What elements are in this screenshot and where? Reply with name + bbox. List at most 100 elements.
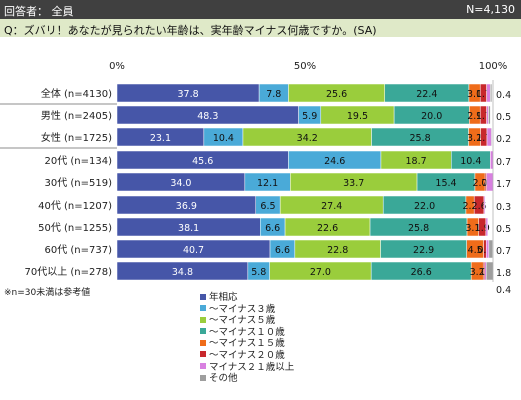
data-label: 5.8 bbox=[251, 267, 266, 278]
data-label: 40.7 bbox=[183, 245, 204, 256]
end-label: 1.8 bbox=[496, 268, 511, 279]
legend-label: マイナス２１歳以上 bbox=[209, 361, 295, 373]
data-label: 20.0 bbox=[421, 111, 442, 122]
data-label: 19.5 bbox=[347, 111, 368, 122]
category-label: 50代 (n=1255) bbox=[38, 222, 112, 234]
legend-item: ～マイナス５歳 bbox=[200, 315, 294, 327]
legend-label: ～マイナス５歳 bbox=[209, 315, 276, 327]
data-label: 22.8 bbox=[327, 245, 348, 256]
bar-segment bbox=[486, 127, 492, 147]
data-label: 25.8 bbox=[408, 223, 429, 234]
data-label: 25.8 bbox=[409, 133, 430, 144]
data-label: 22.6 bbox=[317, 223, 338, 234]
data-label: 12.1 bbox=[257, 178, 278, 189]
legend-item: その他 bbox=[200, 373, 294, 385]
legend-swatch bbox=[200, 351, 206, 358]
total-n-label: N=4,130 bbox=[466, 3, 515, 16]
data-label: 1.9 bbox=[475, 223, 490, 234]
legend-item: ～マイナス１０歳 bbox=[200, 327, 294, 339]
x-tick-label: 0% bbox=[109, 61, 125, 72]
data-label: 33.7 bbox=[343, 178, 364, 189]
bar-segment bbox=[491, 127, 493, 147]
data-label: 10.4 bbox=[213, 133, 234, 144]
data-label: 18.7 bbox=[406, 156, 427, 167]
x-tick-label: 50% bbox=[294, 61, 316, 72]
bar-segment bbox=[490, 150, 494, 170]
legend-swatch bbox=[200, 363, 206, 370]
category-label: 20代 (n=134) bbox=[44, 155, 112, 167]
bar-segment bbox=[490, 83, 493, 103]
data-label: 10.4 bbox=[460, 156, 481, 167]
data-label: 25.6 bbox=[326, 89, 347, 100]
category-label: 60代 (n=737) bbox=[44, 244, 112, 256]
data-label: 45.6 bbox=[192, 156, 213, 167]
data-label: 23.1 bbox=[150, 133, 171, 144]
category-label: 全体 (n=4130) bbox=[41, 87, 112, 100]
data-label: 3.0 bbox=[467, 89, 482, 100]
legend-swatch bbox=[200, 328, 206, 335]
chart-legend: 年相応 ～マイナス３歳 ～マイナス５歳 ～マイナス１０歳 ～マイナス１５歳 ～マイナス２０… bbox=[200, 292, 294, 385]
bar-segment bbox=[485, 239, 490, 259]
bar-segment bbox=[483, 195, 486, 215]
legend-swatch bbox=[200, 374, 206, 381]
bar-segment bbox=[486, 83, 491, 103]
legend-swatch bbox=[200, 305, 206, 312]
data-label: 2.6 bbox=[472, 201, 487, 212]
bar-segment bbox=[485, 217, 488, 237]
bar-segment bbox=[488, 239, 493, 259]
data-label: 22.9 bbox=[413, 245, 434, 256]
legend-item: ～マイナス１５歳 bbox=[200, 338, 294, 350]
chart-header: 回答者： 全員 N=4,130 bbox=[0, 0, 521, 19]
legend-swatch bbox=[200, 316, 206, 323]
data-label: 34.0 bbox=[170, 178, 191, 189]
category-label: 70代以上 (n=278) bbox=[24, 266, 112, 278]
data-label: 3.1 bbox=[465, 223, 480, 234]
data-label: 5.9 bbox=[302, 111, 317, 122]
legend-item: ～マイナス３歳 bbox=[200, 304, 294, 316]
bar-segment bbox=[488, 105, 491, 125]
question-text: Q：ズバリ！あなたが見られたい年齢は、実年齢マイナス何歳ですか。(SA) bbox=[4, 24, 377, 37]
legend-swatch bbox=[200, 293, 206, 300]
end-label: 0.7 bbox=[496, 246, 511, 257]
end-label: 1.7 bbox=[496, 179, 511, 190]
category-label: 30代 (n=519) bbox=[44, 177, 112, 189]
end-label: 0.7 bbox=[496, 157, 511, 168]
data-label: 6.6 bbox=[275, 245, 290, 256]
data-label: 22.4 bbox=[416, 89, 437, 100]
data-label: 37.8 bbox=[177, 89, 198, 100]
data-label: 34.8 bbox=[172, 267, 193, 278]
data-label: 6.6 bbox=[265, 223, 280, 234]
data-label: 22.0 bbox=[414, 201, 435, 212]
data-label: 3.2 bbox=[470, 267, 485, 278]
category-label: 40代 (n=1207) bbox=[38, 200, 112, 212]
legend-item: マイナス２１歳以上 bbox=[200, 362, 294, 374]
respondents-label: 回答者： 全員 bbox=[4, 5, 74, 18]
end-label: 0.5 bbox=[496, 112, 511, 123]
data-label: 2.2 bbox=[463, 201, 478, 212]
legend-item: 年相応 bbox=[200, 292, 294, 304]
end-label: 0.4 bbox=[496, 285, 511, 296]
data-label: 1.7 bbox=[476, 133, 491, 144]
x-tick-label: 100% bbox=[479, 61, 508, 72]
end-label: 0.5 bbox=[496, 224, 511, 235]
end-label: 0.3 bbox=[496, 202, 511, 213]
bar-segment bbox=[486, 172, 494, 192]
legend-item: ～マイナス２０歳 bbox=[200, 350, 294, 362]
end-label: 0.2 bbox=[496, 134, 511, 145]
legend-swatch bbox=[200, 339, 206, 346]
legend-label: ～マイナス３歳 bbox=[209, 303, 276, 315]
data-label: 24.6 bbox=[324, 156, 345, 167]
data-label: 4.5 bbox=[468, 245, 483, 256]
question-bar: Q：ズバリ！あなたが見られたい年齢は、実年齢マイナス何歳ですか。(SA) bbox=[0, 19, 521, 37]
data-label: 1.7 bbox=[476, 89, 491, 100]
data-label: 38.1 bbox=[178, 223, 199, 234]
data-label: 2.7 bbox=[472, 178, 487, 189]
data-label: 0. bbox=[481, 178, 490, 189]
legend-label: ～マイナス２０歳 bbox=[209, 349, 285, 361]
sample-note: ※n=30未満は参考値 bbox=[4, 288, 91, 298]
legend-label: ～マイナス１０歳 bbox=[209, 326, 285, 338]
data-label: 7.8 bbox=[266, 89, 281, 100]
end-label: 0.4 bbox=[496, 90, 511, 101]
bar-segment bbox=[486, 105, 489, 125]
